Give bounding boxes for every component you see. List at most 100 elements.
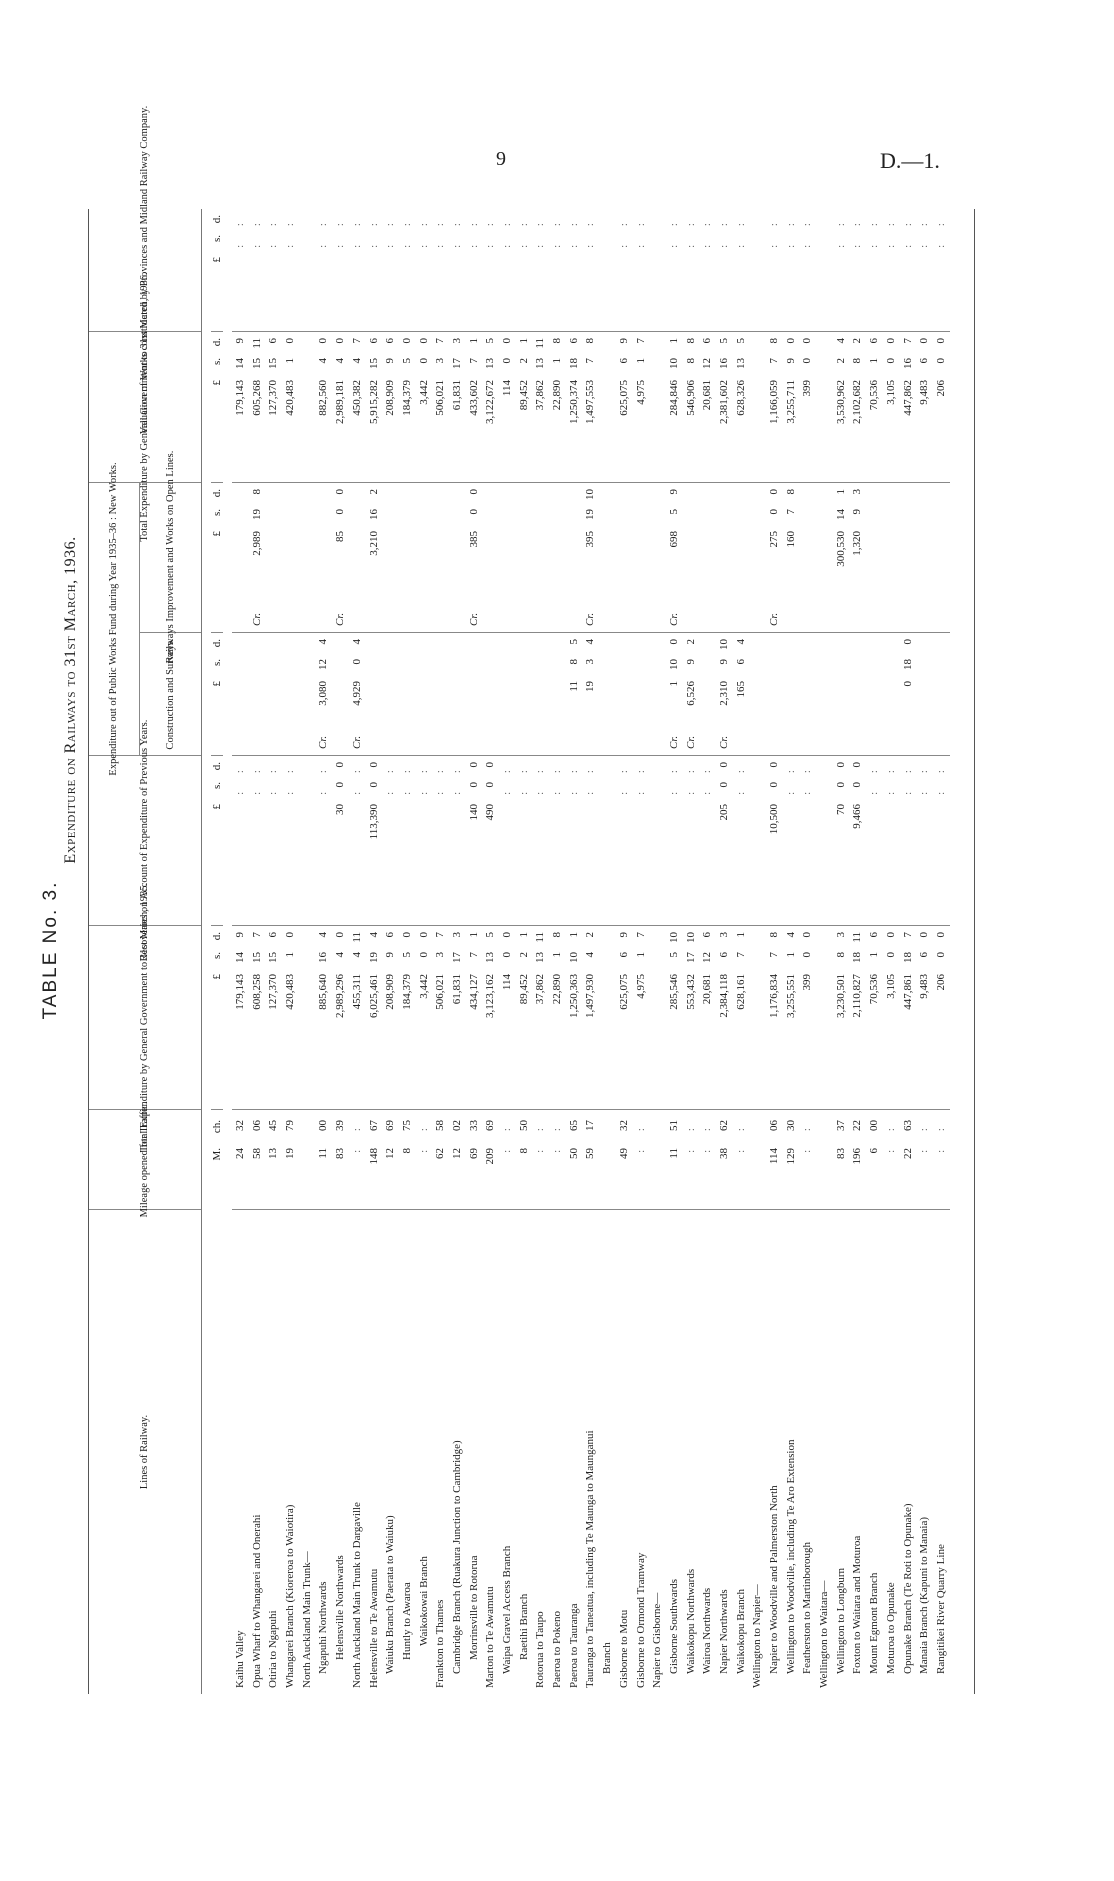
leader-dots: : : bbox=[400, 762, 413, 795]
mileage-cell: : : bbox=[799, 1109, 817, 1209]
railway-line-name: Waipa Gravel Access Branch bbox=[499, 1209, 516, 1694]
pounds: 433,602 bbox=[467, 380, 480, 416]
leader-dots: : : bbox=[334, 215, 347, 248]
table-row: Frankton to Thames 62 58 506,021 3 7: : 506,02… bbox=[432, 209, 449, 1694]
recoveries-cell: : : bbox=[665, 755, 683, 925]
document-reference: D.—1. bbox=[880, 148, 940, 173]
pounds: 1,497,553 bbox=[584, 380, 597, 424]
improvement-cell bbox=[749, 482, 766, 632]
recoveries-cell: : : bbox=[732, 755, 750, 925]
table-group-heading: Wellington to Waitara— bbox=[816, 209, 833, 1694]
pounds: 89,452 bbox=[517, 380, 530, 411]
pence: 1 bbox=[734, 932, 747, 938]
pounds: 1,250,374 bbox=[567, 380, 580, 424]
pence: d. bbox=[211, 932, 223, 941]
pence: 0 bbox=[784, 338, 797, 344]
leader-dots: : : bbox=[284, 762, 297, 795]
railway-line-name: Helensville Northwards bbox=[332, 1209, 349, 1694]
construction-cell bbox=[649, 632, 666, 755]
table-row: Huntly to Awaroa 8 75 184,379 5 0: : 184,379 5 0… bbox=[398, 209, 416, 1694]
pounds: 3,442 bbox=[417, 974, 430, 999]
pence: 10 bbox=[667, 932, 680, 943]
shillings: 7 bbox=[467, 952, 480, 958]
mileage-cell: 38 62 bbox=[715, 1109, 733, 1209]
valuation-cell: : : bbox=[249, 209, 266, 331]
pence: 0 bbox=[334, 932, 347, 938]
leader-dots: : : bbox=[517, 762, 530, 795]
pounds: 2,989,296 bbox=[334, 974, 347, 1018]
pounds: 882,560 bbox=[317, 380, 330, 416]
leader-dots: : : bbox=[534, 215, 547, 248]
chains: 06 bbox=[768, 1120, 780, 1131]
shillings: 7 bbox=[768, 952, 780, 958]
pence: 6 bbox=[267, 338, 280, 344]
railway-line-name: Gisborne to Motu bbox=[615, 1209, 633, 1694]
improvement-cell bbox=[398, 482, 416, 632]
total-1936-cell: 882,560 4 0 bbox=[315, 331, 333, 482]
pence: 5 bbox=[567, 639, 580, 645]
table-row: Featherston to Martinborough: : 399 0 0: : 3… bbox=[799, 209, 817, 1694]
mileage-cell: 209 69 bbox=[482, 1109, 499, 1209]
shillings: 1 bbox=[284, 358, 297, 364]
leader-dots: : : bbox=[617, 762, 630, 795]
mileage-cell: : : bbox=[348, 1109, 366, 1209]
total-1935-cell bbox=[816, 925, 833, 1109]
pence: 4 bbox=[734, 639, 747, 645]
valuation-cell: : : bbox=[716, 209, 733, 331]
table-row: Morrinsville to Rotorua 69 33 434,127 7 1 140 0… bbox=[465, 209, 483, 1694]
valuation-cell bbox=[649, 209, 666, 331]
pence: 7 bbox=[350, 338, 363, 344]
total-1936-cell: 179,143 14 9 bbox=[232, 331, 249, 482]
mileage-cell: 8 50 bbox=[515, 1109, 533, 1209]
railway-line-name: Mount Egmont Branch bbox=[866, 1209, 883, 1694]
recoveries-cell: 30 0 0 bbox=[332, 755, 349, 925]
pence: 0 bbox=[400, 338, 413, 344]
total-1935-cell: 3,230,501 8 3 bbox=[832, 925, 850, 1109]
improvement-cell: 160 7 8 bbox=[782, 482, 800, 632]
pence: 4 bbox=[317, 639, 330, 645]
leader-dots: : : bbox=[434, 215, 447, 248]
pounds: 1,497,930 bbox=[584, 974, 597, 1018]
pounds: £ bbox=[211, 531, 223, 537]
total-1935-cell: 3,255,551 1 4 bbox=[782, 925, 800, 1109]
pounds: 450,382 bbox=[350, 380, 363, 416]
miles: 6 bbox=[868, 1148, 881, 1154]
leader-dots: : : bbox=[801, 215, 814, 248]
pounds: 2,310 bbox=[717, 681, 730, 706]
total-1936-cell: 4,975 1 7 bbox=[632, 331, 650, 482]
pence: 0 bbox=[284, 932, 297, 938]
total-1936-cell: 420,483 1 0 bbox=[282, 331, 299, 482]
pounds: 3,105 bbox=[884, 380, 897, 405]
total-1936-cell: 3,442 0 0 bbox=[415, 331, 433, 482]
total-1935-cell: 3,105 0 0 bbox=[882, 925, 900, 1109]
pence: 5 bbox=[484, 932, 497, 938]
pounds: 11 bbox=[567, 681, 580, 692]
leader-dots: : : bbox=[534, 762, 547, 795]
construction-cell bbox=[749, 632, 766, 755]
pounds: 608,258 bbox=[250, 974, 263, 1010]
pounds: 19 bbox=[584, 681, 597, 692]
improvement-cell bbox=[899, 482, 917, 632]
pounds: 3,230,501 bbox=[834, 974, 847, 1018]
mileage-cell: 11 51 bbox=[665, 1109, 683, 1209]
pounds: 1,320 bbox=[851, 531, 864, 556]
pounds: 2,989,181 bbox=[334, 380, 347, 424]
pounds: 113,390 bbox=[367, 804, 380, 840]
miles: 50 bbox=[567, 1148, 580, 1159]
leader-dots: : : bbox=[350, 1120, 363, 1153]
total-1935-cell: 208,909 9 6 bbox=[382, 925, 399, 1109]
table-row: Tauranga to Taneatua, including Te Maung… bbox=[582, 209, 600, 1694]
recoveries-cell: : : bbox=[499, 755, 516, 925]
shillings: s. bbox=[211, 782, 223, 790]
mileage-cell: : : bbox=[549, 1109, 566, 1209]
construction-cell bbox=[448, 632, 466, 755]
improvement-cell bbox=[816, 482, 833, 632]
railway-line-name: Huntly to Awaroa bbox=[398, 1209, 416, 1694]
pence: 7 bbox=[250, 932, 263, 938]
construction-cell bbox=[632, 632, 650, 755]
pounds: 206 bbox=[934, 974, 947, 991]
miles: 22 bbox=[901, 1148, 914, 1159]
total-1936-cell: 1,497,553 7 8 bbox=[582, 331, 600, 482]
chains: 50 bbox=[517, 1120, 530, 1131]
valuation-cell: : : bbox=[916, 209, 933, 331]
